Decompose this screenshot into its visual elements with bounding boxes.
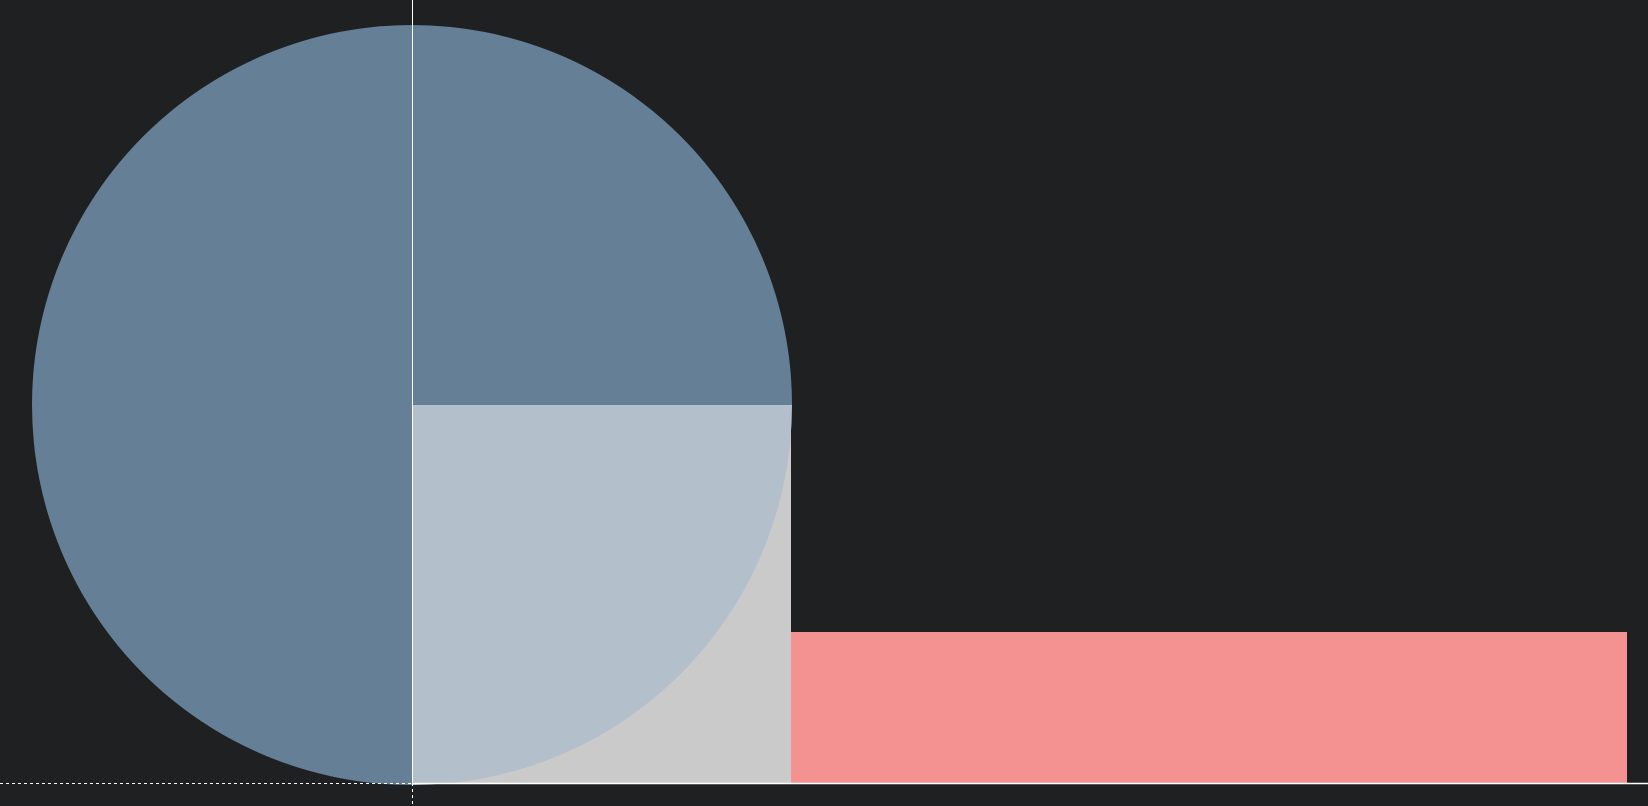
pie-slice-1 xyxy=(32,25,412,785)
pie-slices xyxy=(32,25,792,785)
pie-slice-2 xyxy=(412,25,792,405)
pie-slice-3 xyxy=(412,405,792,785)
pink-bar xyxy=(791,632,1627,783)
